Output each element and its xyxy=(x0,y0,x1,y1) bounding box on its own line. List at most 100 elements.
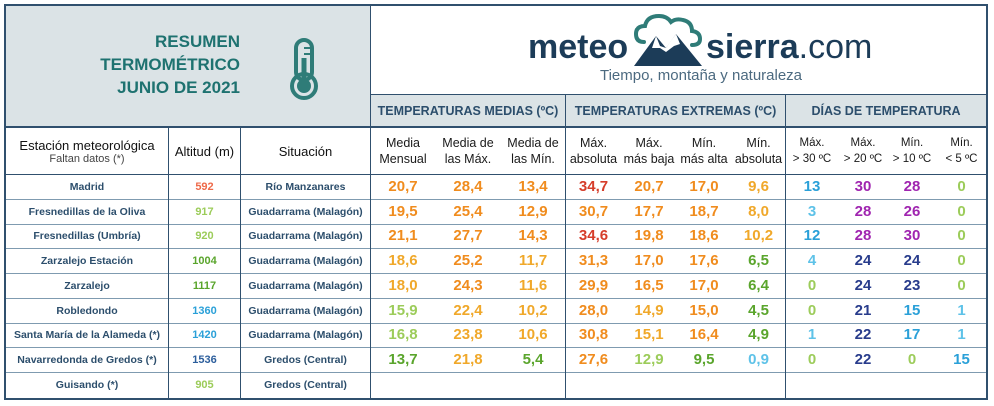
media-min: 5,4 xyxy=(522,350,544,368)
table-row: Guisando (*) 905 Gredos (Central) xyxy=(6,373,986,397)
media-max xyxy=(436,373,500,397)
station-header-label: Estación meteorológica xyxy=(19,137,155,153)
row-divider xyxy=(6,371,986,373)
logo-domain-suffix: .com xyxy=(798,28,873,66)
table-row: Fresnedillas de la Oliva 917 Guadarrama (M… xyxy=(6,200,986,224)
station-name: Fresnedillas de la Oliva xyxy=(28,205,146,218)
media-max: 21,8 xyxy=(453,350,483,368)
dias-min-10 xyxy=(888,373,936,397)
station-name: Fresnedillas (Umbría) xyxy=(33,230,141,243)
min-mas-alta: 17,0 xyxy=(689,178,719,195)
max-mas-baja: 12,9 xyxy=(634,350,664,368)
situation-value: Río Manzanares xyxy=(265,181,346,193)
min-mas-alta xyxy=(677,373,731,397)
max-mas-baja: 15,1 xyxy=(634,326,664,344)
situation-value: Gredos (Central) xyxy=(264,353,347,366)
table-row: Madrid 592 Río Manzanares 20,7 28,4 13,4 34,7 2… xyxy=(6,175,986,199)
min-absoluta: 6,4 xyxy=(748,276,769,294)
altitude-value: 1536 xyxy=(192,353,217,366)
header-line: > 10 ºC xyxy=(892,153,932,165)
mountain-cloud-logo-icon xyxy=(633,13,703,66)
max-absoluta: 34,7 xyxy=(578,178,609,195)
max-absoluta xyxy=(566,373,621,397)
column-header-max-absoluta: Máx. absoluta xyxy=(566,128,621,174)
row-divider xyxy=(6,273,986,275)
min-mas-alta: 17,0 xyxy=(689,276,719,294)
dias-min-5: 0 xyxy=(957,227,966,245)
dias-max-30: 0 xyxy=(807,276,817,294)
max-absoluta: 30,8 xyxy=(578,326,609,344)
dias-max-30: 3 xyxy=(807,202,817,220)
media-min: 12,9 xyxy=(518,202,548,220)
row-divider xyxy=(6,223,986,225)
dias-max-20: 21 xyxy=(854,301,872,319)
media-max: 28,4 xyxy=(453,178,483,195)
media-mensual: 21,1 xyxy=(388,227,418,245)
header-line: absoluta xyxy=(569,152,618,166)
altitude-value: 920 xyxy=(195,230,214,243)
header-line: absoluta xyxy=(734,152,783,166)
header-line: Mín. xyxy=(900,137,924,149)
table-row: Zarzalejo 1117 Guadarrama (Malagón) 18,0 24,… xyxy=(6,274,986,298)
media-mensual: 16,8 xyxy=(388,326,418,344)
min-mas-alta: 18,6 xyxy=(689,227,719,245)
divider xyxy=(6,126,986,128)
column-header-min-mas-alta: Mín. más alta xyxy=(677,128,731,174)
media-min: 10,6 xyxy=(518,326,548,344)
min-absoluta: 8,0 xyxy=(748,202,769,220)
logo-sierra-word: sierra xyxy=(706,28,799,66)
table-row: Robledondo 1360 Guadarrama (Malagón) 15,9 22… xyxy=(6,299,986,323)
media-min: 14,3 xyxy=(518,227,548,245)
group-header-band xyxy=(371,95,986,126)
header-line: > 20 ºC xyxy=(843,153,883,165)
min-mas-alta: 18,7 xyxy=(689,202,719,220)
max-absoluta: 34,6 xyxy=(578,227,609,245)
media-min: 10,2 xyxy=(518,301,548,319)
header-line: Mín. xyxy=(691,136,717,150)
min-absoluta: 4,9 xyxy=(748,326,769,344)
divider xyxy=(370,6,371,398)
header-line: Media de xyxy=(442,136,494,150)
table-row: Santa María de la Alameda (*) 1420 Guadarr… xyxy=(6,323,986,347)
dias-max-30 xyxy=(786,373,838,397)
min-mas-alta: 15,0 xyxy=(689,301,719,319)
dias-min-5: 0 xyxy=(957,276,966,294)
dias-min-5 xyxy=(937,373,986,397)
dias-max-20: 30 xyxy=(854,178,872,195)
column-header-dias-min-5: Mín. < 5 ºC xyxy=(937,128,986,174)
max-absoluta: 28,0 xyxy=(578,301,609,319)
header-line: Mín. xyxy=(950,137,973,149)
media-min: 13,4 xyxy=(518,178,548,195)
dias-min-5: 1 xyxy=(957,326,966,344)
group-temperaturas-extremas: TEMPERATURAS EXTREMAS (ºC) xyxy=(574,104,777,118)
dias-min-5: 0 xyxy=(957,252,966,270)
table-row: Zarzalejo Estación 1004 Guadarrama (Malagó… xyxy=(6,249,986,273)
summary-table-frame xyxy=(4,4,988,400)
max-absoluta: 30,7 xyxy=(578,202,609,220)
situation-value: Guadarrama (Malagón) xyxy=(248,279,363,292)
dias-max-20: 28 xyxy=(854,227,872,245)
altitude-value: 905 xyxy=(195,378,214,391)
header-line: más alta xyxy=(680,152,728,166)
header-line: Mín. xyxy=(746,136,771,150)
dias-max-30: 4 xyxy=(807,252,817,270)
altitude-value: 1420 xyxy=(192,329,217,342)
altitude-value: 1117 xyxy=(192,279,217,292)
dias-max-30: 12 xyxy=(803,227,821,245)
situation-value: Guadarrama (Malagón) xyxy=(248,255,363,268)
divider xyxy=(565,95,566,398)
station-name: Robledondo xyxy=(56,304,118,317)
altitude-value: 1360 xyxy=(192,304,217,317)
dias-max-20: 24 xyxy=(854,252,872,270)
logo-sierra: sierra.com xyxy=(706,28,872,67)
media-mensual: 15,9 xyxy=(388,301,418,319)
max-mas-baja: 16,5 xyxy=(634,276,664,294)
situation-value: Guadarrama (Malagón) xyxy=(248,304,363,317)
min-absoluta: 4,5 xyxy=(748,301,769,319)
logo-tagline: Tiempo, montaña y naturaleza xyxy=(599,67,803,84)
header-line: Máx. xyxy=(850,137,876,149)
row-divider xyxy=(6,322,986,324)
min-mas-alta: 16,4 xyxy=(689,326,719,344)
header-line: las Mín. xyxy=(511,152,555,166)
column-header-station: Estación meteorológica Faltan datos (*) xyxy=(6,128,168,174)
